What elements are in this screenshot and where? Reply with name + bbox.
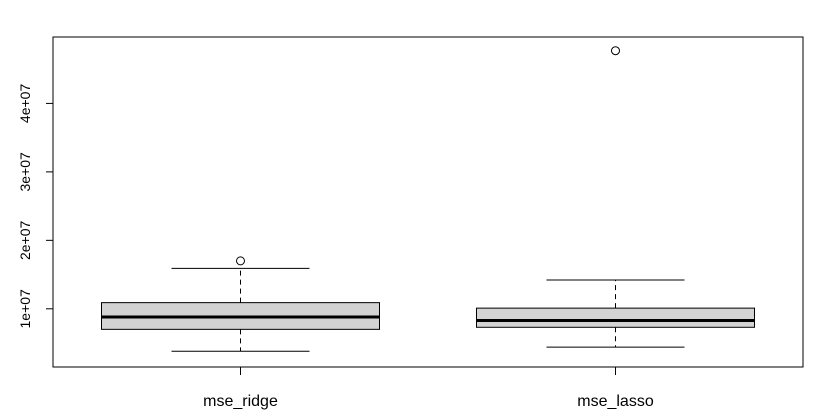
outlier-point bbox=[611, 46, 620, 56]
y-axis: 1e+07 2e+07 3e+07 4e+07 bbox=[17, 84, 54, 329]
boxes-layer bbox=[101, 46, 755, 352]
box-mse_lasso bbox=[476, 46, 755, 348]
y-tick-label: 2e+07 bbox=[17, 220, 33, 260]
y-tick-label: 3e+07 bbox=[17, 152, 33, 192]
outlier-point bbox=[236, 256, 245, 266]
box-mse_ridge bbox=[101, 256, 380, 352]
x-axis: mse_ridge mse_lasso bbox=[203, 367, 654, 410]
iqr-box bbox=[476, 307, 755, 328]
y-tick-label: 4e+07 bbox=[17, 84, 33, 124]
x-tick-label: mse_lasso bbox=[577, 393, 654, 410]
y-tick-label: 1e+07 bbox=[17, 289, 33, 329]
x-tick-label: mse_ridge bbox=[203, 393, 278, 410]
